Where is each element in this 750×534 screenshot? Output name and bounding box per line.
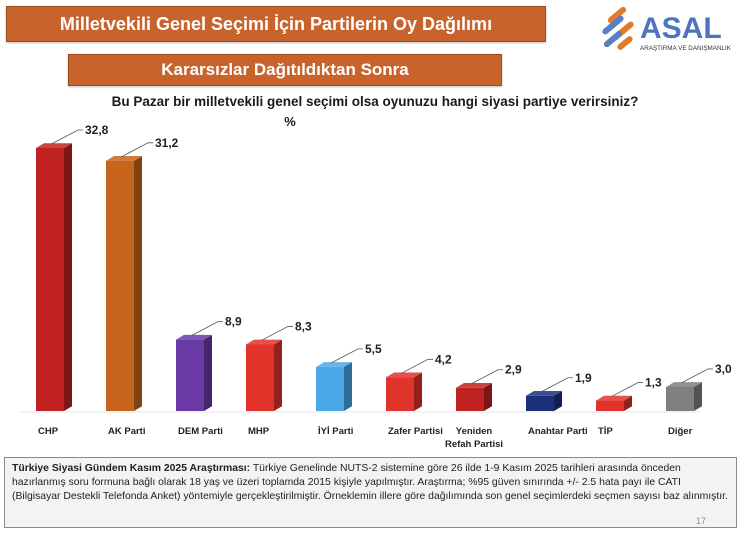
data-label: 2,9 [505,363,522,377]
bar-side [344,362,352,411]
bar [386,377,414,411]
subtitle-banner: Kararsızlar Dağıtıldıktan Sonra [68,54,502,86]
bar-top [36,143,72,148]
bar-top [176,334,212,340]
leader-line [401,358,433,374]
bar-side [64,143,72,411]
page-subtitle: Kararsızlar Dağıtıldıktan Sonra [161,60,409,79]
asal-logo: ASAL ARAŞTIRMA VE DANIŞMANLIK [602,6,732,52]
unit-label: % [284,114,296,129]
leader-line [471,369,503,385]
bar-top [526,390,562,396]
vote-bar-chart: 32,8 CHP 31,2 AK Parti 8,9 DEM Parti 8,3 MHP 5,5… [20,123,732,450]
bar-top [316,362,352,367]
data-label: 31,2 [155,136,179,150]
bar [106,160,134,411]
category-label: DEM Parti [178,426,223,437]
data-label: 32,8 [85,123,109,137]
note-heading: Türkiye Siyasi Gündem Kasım 2025 Araştır… [12,463,251,474]
category-label: Refah Partisi [445,439,503,450]
logo-tagline: ARAŞTIRMA VE DANIŞMANLIK [640,45,732,52]
bar-top [596,395,632,401]
bar-top [106,156,142,161]
leader-line [191,321,223,336]
logo-mark-icon [602,6,634,50]
bar-side [274,339,282,411]
bar-side [554,390,562,411]
survey-question: Bu Pazar bir milletvekili genel seçimi o… [111,94,639,109]
bar [596,400,624,411]
category-label: Anahtar Parti [528,426,588,437]
bar-top [666,382,702,387]
page-number: 17 [695,516,706,526]
title-banner: Milletvekili Genel Seçimi İçin Partileri… [6,6,546,42]
leader-line [121,142,153,158]
leader-line [51,129,83,145]
leader-line [261,326,293,341]
leader-line [541,377,573,393]
category-label: TİP [598,426,613,437]
bar [526,395,554,411]
bar [246,344,274,411]
note-body: Türkiye Genelinde NUTS-2 sistemine göre … [12,463,728,502]
data-label: 4,2 [435,352,452,366]
category-label: Yeniden [456,426,493,437]
bar [666,386,694,411]
bar-side [694,382,702,411]
bar-side [134,156,142,411]
category-label: Diğer [668,426,693,437]
logo-name: ASAL [640,12,722,45]
category-label: CHP [38,426,59,437]
bar-side [484,382,492,411]
bar-top [386,372,422,378]
methodology-note: Türkiye Siyasi Gündem Kasım 2025 Araştır… [4,457,737,528]
category-label: İYİ Parti [318,426,353,437]
leader-line [681,368,713,384]
bar [316,366,344,411]
data-label: 3,0 [715,362,732,376]
category-label: MHP [248,426,270,437]
data-label: 1,3 [645,376,662,390]
page-title: Milletvekili Genel Seçimi İçin Partileri… [59,14,493,34]
leader-line [331,348,363,364]
category-label: Zafer Partisi [388,426,443,437]
data-label: 5,5 [365,342,382,356]
bar-top [246,339,282,345]
bar-side [204,334,212,411]
data-label: 1,9 [575,371,592,385]
bar-top [456,382,492,388]
data-label: 8,3 [295,319,312,333]
bar [36,148,64,411]
category-label: AK Parti [108,426,145,437]
bar-side [624,395,632,411]
data-label: 8,9 [225,315,242,329]
bar-side [414,372,422,411]
bar [176,339,204,411]
bar [456,387,484,411]
leader-line [611,382,643,397]
